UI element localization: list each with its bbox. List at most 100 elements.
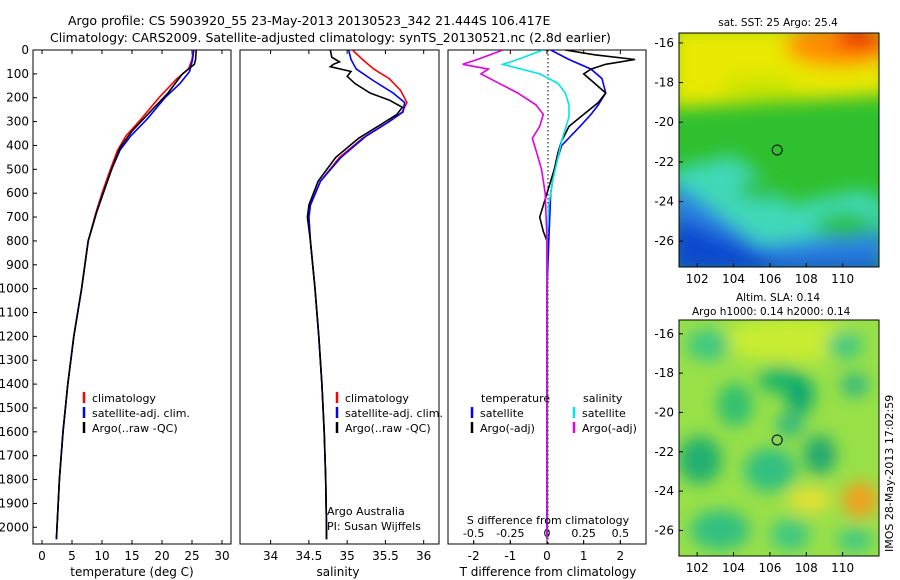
y-tick-label: 900 — [6, 258, 29, 272]
temperature-axes — [32, 49, 232, 545]
map-x-tick-label: 104 — [722, 272, 745, 286]
map-y-tick-label: -24 — [654, 195, 674, 209]
map-y-tick-label: -20 — [654, 115, 674, 129]
series-line — [55, 50, 197, 540]
s-tick-label: 0.25 — [571, 527, 596, 540]
x-tick-label: 0 — [543, 549, 551, 563]
legend-label: Argo(-adj) — [480, 422, 535, 435]
legend-group-title: temperature — [481, 392, 550, 405]
x-tick-label: 25 — [184, 549, 199, 563]
map-y-tick-label: -18 — [654, 366, 674, 380]
x-tick-label: 35.5 — [372, 549, 399, 563]
legend-label: climatology — [345, 392, 409, 405]
salinity-panel: 34 34.5 35 35.5 36 salinity climatology satel… — [239, 49, 443, 579]
temperature-ticks: 0 5 10 15 20 25 30 — [38, 50, 230, 563]
x-tick-label: 10 — [94, 549, 109, 563]
map-y-tick-label: -16 — [654, 327, 674, 341]
y-tick-label: 300 — [6, 115, 29, 129]
t-difference-label: T difference from climatology — [459, 565, 637, 579]
map-y-tick-label: -26 — [654, 523, 674, 537]
x-tick-label: 20 — [154, 549, 169, 563]
map-x-tick-label: 104 — [722, 561, 745, 575]
map-y-tick-label: -20 — [654, 405, 674, 419]
map-x-tick-label: 108 — [795, 272, 818, 286]
map-y-tick-label: -18 — [654, 76, 674, 90]
y-tick-label: 1300 — [0, 353, 29, 367]
map-x-tick-label: 106 — [758, 561, 781, 575]
map-x-tick-label: 108 — [795, 561, 818, 575]
legend-label: satellite-adj. clim. — [345, 407, 443, 420]
imos-stamp: IMOS 28-May-2013 17:02:59 — [883, 395, 896, 552]
x-tick-label: -2 — [468, 549, 480, 563]
difference-lines — [462, 50, 636, 540]
x-tick-label: 5 — [68, 549, 76, 563]
y-tick-label: 0 — [21, 43, 29, 57]
header-line-2: Climatology: CARS2009. Satellite-adjuste… — [50, 30, 611, 45]
s-tick-label: -0.5 — [463, 527, 484, 540]
legend-label: satellite — [582, 407, 626, 420]
x-tick-label: -1 — [504, 549, 516, 563]
sla-map-subtitle: Argo h1000: 0.14 h2000: 0.14 — [692, 306, 851, 318]
temperature-xlabel: temperature (deg C) — [70, 565, 193, 579]
x-tick-label: 36 — [416, 549, 431, 563]
map-x-tick-label: 106 — [758, 272, 781, 286]
legend-label: Argo(..raw -QC) — [345, 422, 431, 435]
sla-map-title: Altim. SLA: 0.14 — [736, 292, 820, 304]
y-tick-label: 1100 — [0, 306, 29, 320]
x-tick-label: 1 — [580, 549, 588, 563]
y-tick-label: 1600 — [0, 425, 29, 439]
x-tick-label: 34 — [263, 549, 278, 563]
series-line — [462, 50, 548, 540]
y-tick-label: 1000 — [0, 282, 29, 296]
map-x-tick-label: 102 — [686, 561, 709, 575]
sla-map: Altim. SLA: 0.14 Argo h1000: 0.14 h2000:… — [654, 292, 880, 575]
sst-map-frame — [678, 32, 880, 268]
x-tick-label: 15 — [124, 549, 139, 563]
temperature-panel: 0100200300400500600700800900100011001200… — [0, 43, 232, 579]
sst-map: sat. SST: 25 Argo: 25.4 102 104 106 108 110 -… — [654, 17, 880, 286]
s-difference-ticks: -0.5 -0.25 0 0.25 0.5 — [463, 527, 629, 544]
x-tick-label: 34.5 — [296, 549, 323, 563]
s-tick-label: -0.25 — [496, 527, 524, 540]
temperature-legend: climatology satellite-adj. clim. Argo(..ra… — [82, 392, 190, 435]
map-y-tick-label: -26 — [654, 234, 674, 248]
y-tick-label: 800 — [6, 234, 29, 248]
y-tick-label: 500 — [6, 162, 29, 176]
x-tick-label: 0 — [38, 549, 46, 563]
difference-legend: temperature salinity satellite Argo(-adj) sa… — [470, 392, 637, 435]
y-tick-label: 1800 — [0, 473, 29, 487]
legend-label: satellite — [480, 407, 524, 420]
series-line — [538, 50, 636, 540]
sla-map-frame — [678, 319, 880, 557]
y-tick-label: 1900 — [0, 496, 29, 510]
y-tick-label: 1700 — [0, 449, 29, 463]
legend-label: Argo(-adj) — [582, 422, 637, 435]
argo-position-marker — [771, 144, 783, 156]
y-tick-label: 100 — [6, 67, 29, 81]
legend-label: climatology — [92, 392, 156, 405]
map-x-tick-label: 110 — [831, 561, 854, 575]
argo-position-marker — [771, 434, 783, 446]
legend-label: satellite-adj. clim. — [92, 407, 190, 420]
annotation-line-1: Argo Australia — [327, 505, 405, 518]
difference-panel: -2 -1 0 1 2 -0.5 -0.25 0 0.25 0.5 S difference f… — [447, 49, 647, 579]
s-tick-label: 0.5 — [612, 527, 630, 540]
sla-map-ticks: 102 104 106 108 110 -16 -18 -20 -22 -24 -26 — [654, 327, 854, 575]
y-tick-label: 1200 — [0, 329, 29, 343]
salinity-lines — [306, 50, 408, 540]
x-tick-label: 30 — [214, 549, 229, 563]
x-tick-label: 35 — [340, 549, 355, 563]
legend-label: Argo(..raw -QC) — [92, 422, 178, 435]
header-line-1: Argo profile: CS 5903920_55 23-May-2013 … — [68, 13, 551, 28]
map-y-tick-label: -24 — [654, 484, 674, 498]
temperature-lines — [55, 50, 197, 540]
salinity-xlabel: salinity — [316, 565, 359, 579]
map-y-tick-label: -22 — [654, 155, 674, 169]
map-y-tick-label: -16 — [654, 36, 674, 50]
sst-map-ticks: 102 104 106 108 110 -16 -18 -20 -22 -24 -26 — [654, 36, 854, 286]
sst-map-title: sat. SST: 25 Argo: 25.4 — [718, 17, 838, 29]
y-tick-label: 600 — [6, 186, 29, 200]
salinity-ticks: 34 34.5 35 35.5 36 — [263, 50, 431, 563]
y-tick-label: 700 — [6, 210, 29, 224]
